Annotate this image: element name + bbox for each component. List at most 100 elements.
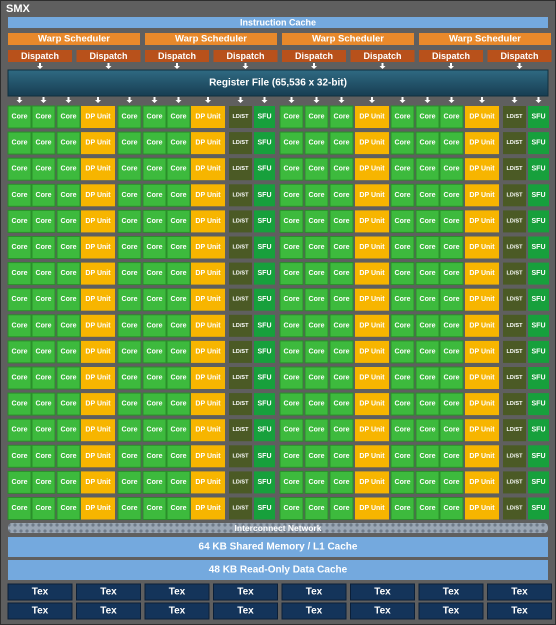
unit-label: Core — [284, 427, 300, 434]
dispatch-bar — [487, 50, 552, 62]
unit-label: SFU — [258, 479, 272, 486]
unit-cell — [329, 157, 354, 181]
unit-cell — [229, 210, 252, 233]
unit-label: DP Unit — [359, 192, 385, 199]
unit-label: Core — [171, 270, 187, 277]
unit-label: Core — [12, 166, 28, 173]
unit-label: Core — [309, 192, 325, 199]
unit-cell — [503, 367, 526, 389]
unit-label: Core — [36, 244, 52, 251]
tex-label: Tex — [169, 606, 186, 617]
unit-label: SFU — [258, 427, 272, 434]
unit-label: Core — [395, 505, 411, 512]
unit-label: Core — [309, 401, 325, 408]
unit-cell — [465, 393, 499, 416]
unit-cell — [31, 157, 56, 181]
unit-label: Core — [334, 166, 350, 173]
arrow — [479, 97, 485, 103]
unit-label: DP Unit — [359, 244, 385, 251]
tex-label: Tex — [100, 587, 117, 598]
unit-cell — [81, 132, 115, 155]
unit-cell — [191, 106, 225, 128]
dispatch-bar — [76, 50, 141, 62]
unit-label: Core — [36, 427, 52, 434]
unit-cell — [503, 497, 526, 520]
unit-cell — [390, 288, 415, 312]
unit-label: SFU — [532, 401, 546, 408]
unit-cell — [229, 288, 252, 311]
unit-label: Core — [444, 166, 460, 173]
arrow — [424, 97, 431, 103]
dispatch-label: Dispatch — [295, 51, 333, 61]
unit-cell — [191, 445, 225, 468]
unit-cell — [355, 262, 389, 285]
unit-cell — [439, 366, 464, 390]
unit-cell — [415, 105, 440, 129]
unit-label: Core — [334, 244, 350, 251]
unit-label: Core — [309, 114, 325, 121]
warp-scheduler-bar — [8, 33, 140, 45]
unit-cell — [254, 262, 275, 285]
unit-label: DP Unit — [359, 140, 385, 147]
unit-label: Core — [420, 427, 436, 434]
tex-label: Tex — [374, 587, 391, 598]
unit-label: SFU — [532, 322, 546, 329]
unit-label: LD/ST — [507, 140, 524, 146]
unit-cell — [229, 132, 252, 155]
tex-cell — [7, 602, 73, 620]
unit-label: Core — [61, 270, 77, 277]
unit-cell — [117, 366, 142, 390]
unit-label: SFU — [258, 114, 272, 121]
unit-cell — [439, 236, 464, 259]
unit-label: Core — [395, 244, 411, 251]
unit-label: DP Unit — [85, 453, 111, 460]
unit-label: SFU — [532, 218, 546, 225]
unit-label: Core — [334, 140, 350, 147]
unit-cell — [329, 340, 354, 364]
unit-label: Core — [284, 244, 300, 251]
unit-label: DP Unit — [195, 401, 221, 408]
dispatch-label: Dispatch — [21, 51, 59, 61]
unit-label: LD/ST — [233, 427, 250, 433]
unit-label: Core — [12, 348, 28, 355]
interconnect-label: Interconnect Network — [235, 523, 322, 533]
unit-label: DP Unit — [469, 270, 495, 277]
unit-label: LD/ST — [233, 375, 250, 381]
unit-label: Core — [334, 270, 350, 277]
unit-label: Core — [61, 453, 77, 460]
arrow — [313, 97, 320, 103]
unit-label: SFU — [532, 375, 546, 382]
unit-cell — [329, 288, 354, 312]
unit-cell — [191, 158, 225, 181]
unit-cell — [355, 445, 389, 468]
unit-label: Core — [420, 140, 436, 147]
unit-cell — [279, 262, 304, 286]
unit-cell — [329, 262, 354, 286]
unit-label: Core — [122, 140, 138, 147]
unit-cell — [229, 393, 252, 416]
unit-label: Core — [122, 166, 138, 173]
unit-cell — [117, 314, 142, 338]
tex-cell — [281, 602, 347, 620]
unit-label: Core — [334, 505, 350, 512]
unit-cell — [355, 393, 389, 416]
arrow — [40, 97, 47, 103]
unit-label: Core — [334, 322, 350, 329]
unit-cell — [7, 418, 32, 442]
unit-cell — [304, 340, 329, 364]
unit-cell — [279, 236, 304, 259]
unit-cell — [439, 392, 464, 416]
tex-cell — [7, 583, 73, 601]
unit-label: Core — [36, 453, 52, 460]
unit-label: SFU — [258, 348, 272, 355]
unit-cell — [56, 444, 81, 468]
unit-cell — [439, 314, 464, 338]
unit-cell — [415, 209, 440, 233]
unit-cell — [304, 444, 329, 468]
unit-label: LD/ST — [507, 297, 524, 303]
unit-label: LD/ST — [233, 218, 250, 224]
unit-label: LD/ST — [507, 271, 524, 277]
unit-label: SFU — [532, 166, 546, 173]
unit-label: Core — [147, 322, 163, 329]
